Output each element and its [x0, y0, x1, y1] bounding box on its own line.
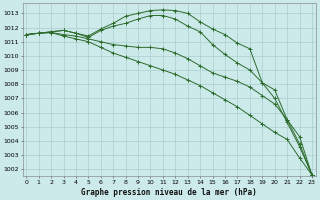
X-axis label: Graphe pression niveau de la mer (hPa): Graphe pression niveau de la mer (hPa) — [81, 188, 257, 197]
